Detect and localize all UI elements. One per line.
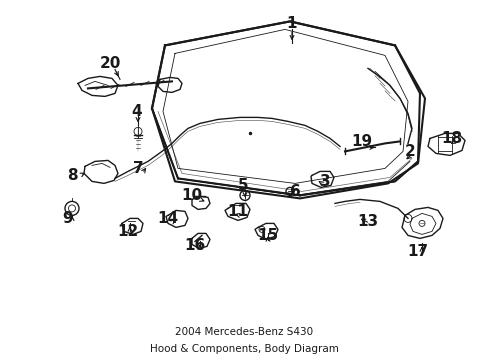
Text: 18: 18 (441, 131, 462, 146)
Text: 12: 12 (117, 224, 138, 239)
Text: 2: 2 (404, 144, 414, 159)
Text: 4: 4 (131, 104, 142, 119)
Text: 7: 7 (132, 161, 143, 176)
Text: 15: 15 (257, 228, 278, 243)
Text: 17: 17 (407, 244, 427, 259)
Text: 2004 Mercedes-Benz S430: 2004 Mercedes-Benz S430 (175, 327, 313, 337)
Text: Hood & Components, Body Diagram: Hood & Components, Body Diagram (150, 344, 338, 354)
Text: 20: 20 (99, 56, 121, 71)
Text: 5: 5 (237, 178, 248, 193)
Text: 11: 11 (227, 204, 248, 219)
Text: 1: 1 (286, 16, 297, 31)
Text: 6: 6 (289, 184, 300, 199)
Text: 3: 3 (319, 174, 329, 189)
Text: 8: 8 (66, 168, 77, 183)
Text: 19: 19 (351, 134, 372, 149)
Text: 10: 10 (181, 188, 202, 203)
Text: 14: 14 (157, 211, 178, 226)
Text: 13: 13 (357, 214, 378, 229)
Text: 9: 9 (62, 211, 73, 226)
Text: 16: 16 (184, 238, 205, 253)
